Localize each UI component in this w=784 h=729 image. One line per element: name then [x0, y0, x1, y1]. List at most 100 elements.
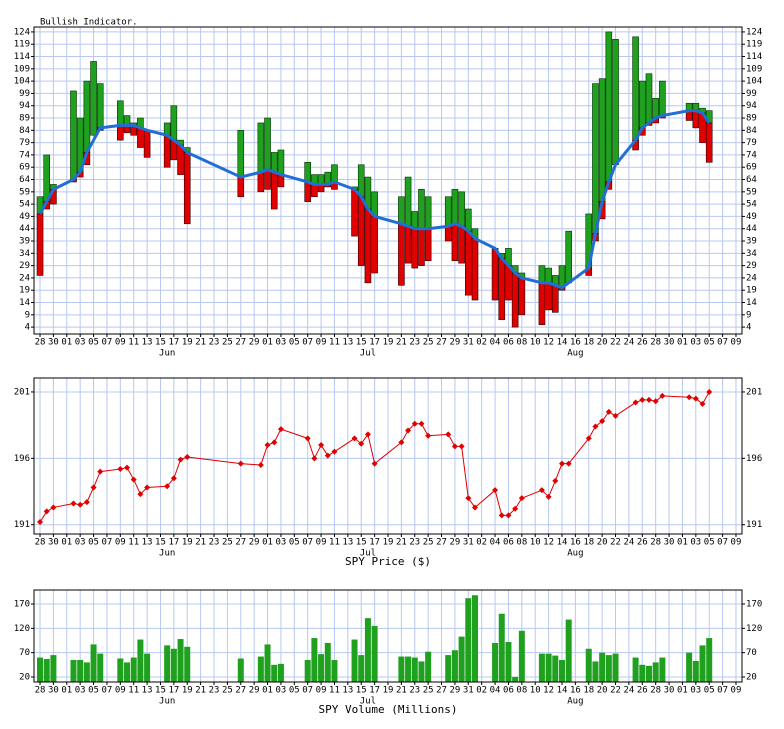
y-tick-label: 29 [19, 261, 30, 271]
y-tick-label: 84 [19, 126, 30, 136]
x-tick-label: 07 [302, 686, 313, 696]
bar [364, 618, 371, 682]
bar-up [357, 164, 365, 198]
y-tick-label: 59 [746, 187, 757, 197]
price-point [471, 504, 478, 511]
x-tick-label: 05 [289, 538, 300, 548]
bar [492, 642, 499, 682]
price-point [451, 443, 458, 450]
x-tick-label: 05 [88, 338, 99, 348]
bar-up [331, 164, 338, 183]
x-tick-label: 10 [530, 338, 541, 348]
x-tick-label: 07 [302, 538, 313, 548]
bar [686, 652, 693, 682]
price-point [137, 491, 144, 498]
price-point [652, 398, 659, 405]
y-tick-label: 54 [746, 200, 757, 210]
y-tick-label: 201 [14, 387, 30, 397]
x-tick-label: 28 [35, 686, 46, 696]
y-tick-label: 70 [746, 648, 757, 658]
y-tick-label: 24 [19, 273, 30, 283]
x-axis-label: SPY Price ($) [345, 555, 431, 568]
price-point [37, 519, 44, 526]
bar-down [458, 225, 465, 264]
x-tick-label: 27 [235, 338, 246, 348]
x-tick-label: 13 [142, 538, 153, 548]
y-tick-label: 9 [25, 310, 30, 320]
price-point [458, 443, 465, 450]
bar [445, 655, 452, 682]
x-tick-label: 25 [222, 338, 233, 348]
x-tick-label: 09 [731, 686, 742, 696]
x-tick-label: 22 [610, 686, 621, 696]
x-tick-label: 24 [623, 338, 634, 348]
bar [692, 660, 699, 682]
x-tick-label: 03 [276, 538, 287, 548]
x-tick-label: 17 [168, 338, 179, 348]
bar [257, 656, 264, 682]
bar-up [170, 105, 178, 141]
bar [512, 676, 519, 682]
y-tick-label: 119 [14, 40, 30, 50]
bar [418, 661, 425, 682]
x-tick-label: 29 [249, 538, 260, 548]
x-tick-label: 11 [128, 338, 139, 348]
price-point [97, 468, 104, 475]
bar-up [90, 61, 97, 136]
x-tick-label: 25 [222, 686, 233, 696]
bar [164, 645, 171, 682]
bar-down [538, 282, 546, 325]
price-point [592, 423, 599, 430]
y-tick-label: 24 [746, 273, 757, 283]
bar [144, 653, 151, 682]
bar [177, 639, 184, 682]
y-tick-label: 84 [746, 126, 757, 136]
x-tick-label: 29 [249, 686, 260, 696]
price-point [418, 420, 425, 427]
bar-up [605, 31, 613, 183]
y-tick-label: 20 [746, 672, 757, 682]
bar-down [257, 171, 265, 193]
x-tick-label: 17 [168, 538, 179, 548]
y-tick-label: 124 [746, 27, 762, 37]
price-point [558, 460, 565, 467]
bar-up [270, 152, 278, 173]
x-tick-label: 09 [731, 338, 742, 348]
bar-down [36, 213, 44, 276]
price-point [318, 442, 325, 449]
bar-down [511, 272, 519, 328]
x-tick-label: 05 [88, 538, 99, 548]
x-tick-label: 17 [369, 338, 380, 348]
price-point [645, 396, 652, 403]
y-tick-label: 54 [19, 200, 30, 210]
price-point [599, 418, 606, 425]
bar [90, 644, 97, 682]
x-tick-label: 22 [610, 538, 621, 548]
bar [405, 656, 412, 682]
x-tick-label: 28 [35, 338, 46, 348]
bar [311, 638, 318, 682]
x-tick-label: 07 [102, 538, 113, 548]
x-tick-label: 17 [168, 686, 179, 696]
x-tick-label: 07 [102, 338, 113, 348]
bar [465, 598, 472, 682]
month-label: Aug [567, 349, 583, 359]
x-tick-label: 10 [530, 538, 541, 548]
bar-up [424, 196, 432, 230]
y-tick-label: 89 [746, 114, 757, 124]
bar [124, 662, 131, 682]
bar [43, 658, 50, 682]
bar [70, 659, 77, 682]
x-tick-label: 04 [490, 538, 501, 548]
bar [639, 664, 646, 682]
x-axis-label: SPY Volume (Millions) [318, 703, 457, 716]
x-tick-label: 21 [396, 338, 407, 348]
y-tick-label: 170 [746, 600, 762, 610]
y-tick-label: 19 [746, 286, 757, 296]
bar [652, 662, 659, 682]
average-line [38, 109, 711, 290]
x-tick-label: 29 [449, 338, 460, 348]
y-tick-label: 14 [19, 298, 30, 308]
price-point [144, 484, 151, 491]
x-tick-label: 30 [664, 338, 675, 348]
